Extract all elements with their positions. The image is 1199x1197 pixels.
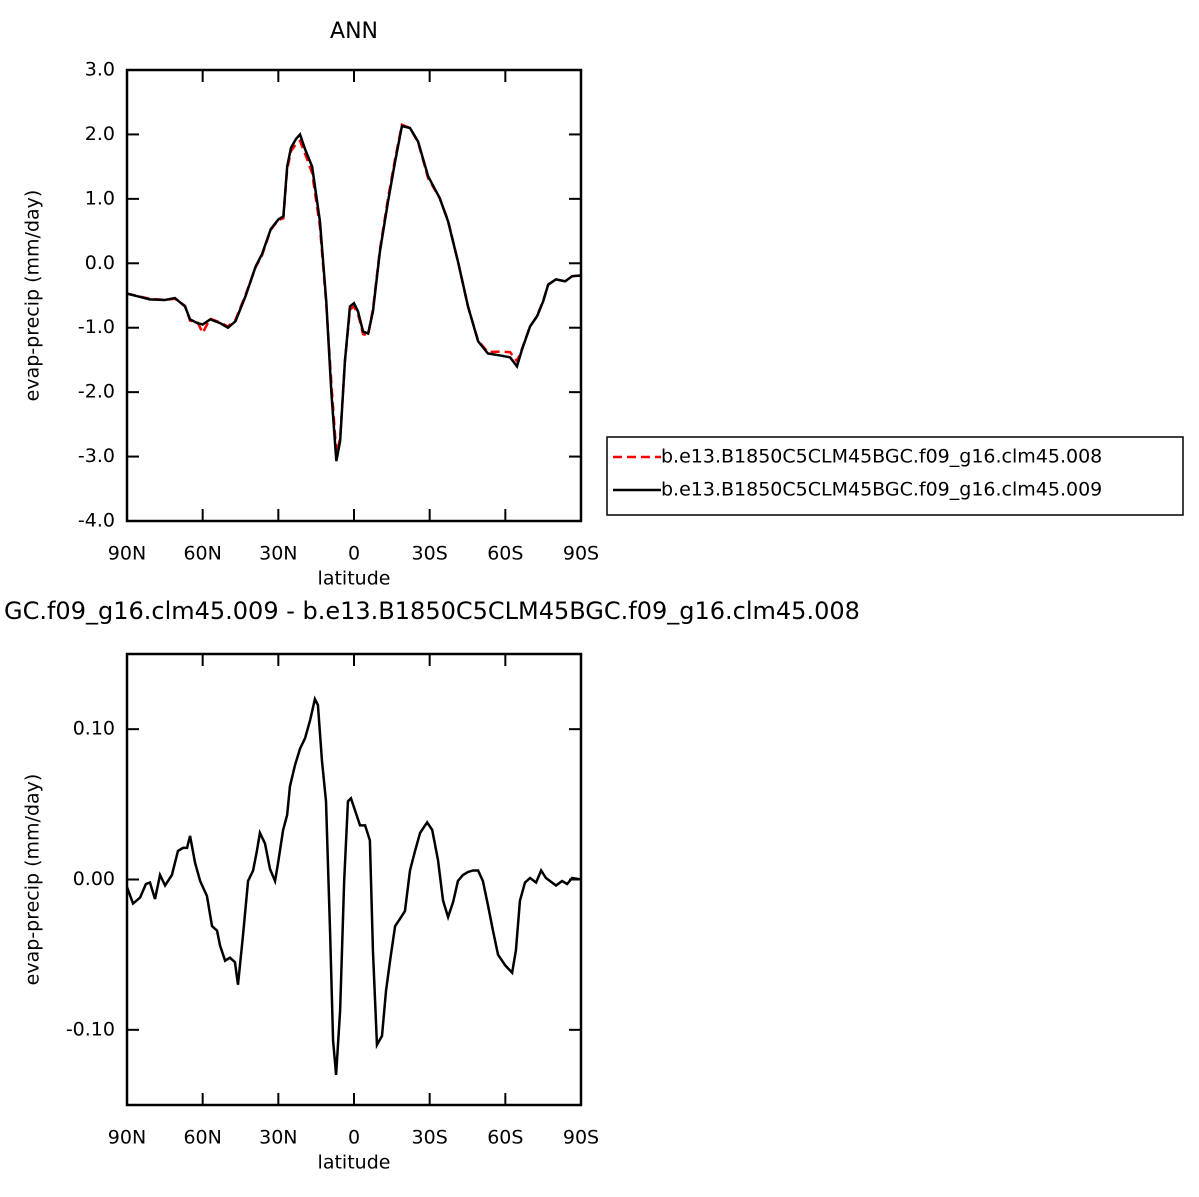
x-tick-label: 60S — [487, 543, 523, 565]
y-tick-label: 0.0 — [85, 252, 115, 274]
y-tick-label: -1.0 — [78, 316, 115, 338]
y-tick-label: 1.0 — [85, 187, 115, 209]
legend-label: b.e13.B1850C5CLM45BGC.f09_g16.clm45.008 — [661, 446, 1102, 468]
y-tick-label: 2.0 — [85, 123, 115, 145]
x-tick-label: 90N — [108, 1127, 146, 1149]
x-tick-label: 90S — [563, 1127, 599, 1149]
x-tick-label: 30S — [412, 543, 448, 565]
x-tick-label: 60N — [183, 543, 221, 565]
x-tick-label: 0 — [348, 1127, 360, 1149]
x-tick-label: 90S — [563, 543, 599, 565]
x-tick-label: 60N — [183, 1127, 221, 1149]
plot-frame — [125, 652, 583, 1107]
x-tick-label: 30S — [412, 1127, 448, 1149]
y-tick-label: 3.0 — [85, 59, 115, 81]
y-axis-label: evap-precip (mm/day) — [22, 190, 44, 402]
data-line — [127, 695, 581, 1076]
y-tick-label: -2.0 — [78, 381, 115, 403]
x-tick-label: 30N — [259, 543, 297, 565]
x-tick-label: 60S — [487, 1127, 523, 1149]
data-line — [127, 124, 581, 462]
data-line — [127, 123, 581, 454]
y-tick-label: -3.0 — [78, 445, 115, 467]
x-tick-label: 90N — [108, 543, 146, 565]
y-axis-label: evap-precip (mm/day) — [22, 774, 44, 986]
legend-label: b.e13.B1850C5CLM45BGC.f09_g16.clm45.009 — [661, 479, 1102, 501]
x-axis-label: latitude — [318, 568, 391, 590]
legend-box — [606, 436, 1184, 516]
y-tick-label: -4.0 — [78, 510, 115, 532]
plot-frame — [125, 68, 583, 523]
y-tick-label: -0.10 — [66, 1018, 115, 1040]
chart-title: GC.f09_g16.clm45.009 - b.e13.B1850C5CLM4… — [4, 597, 860, 625]
y-tick-label: 0.10 — [73, 718, 115, 740]
y-tick-label: 0.00 — [73, 868, 115, 890]
chart-title: ANN — [330, 19, 378, 44]
x-tick-label: 0 — [348, 543, 360, 565]
x-axis-label: latitude — [318, 1152, 391, 1174]
x-tick-label: 30N — [259, 1127, 297, 1149]
